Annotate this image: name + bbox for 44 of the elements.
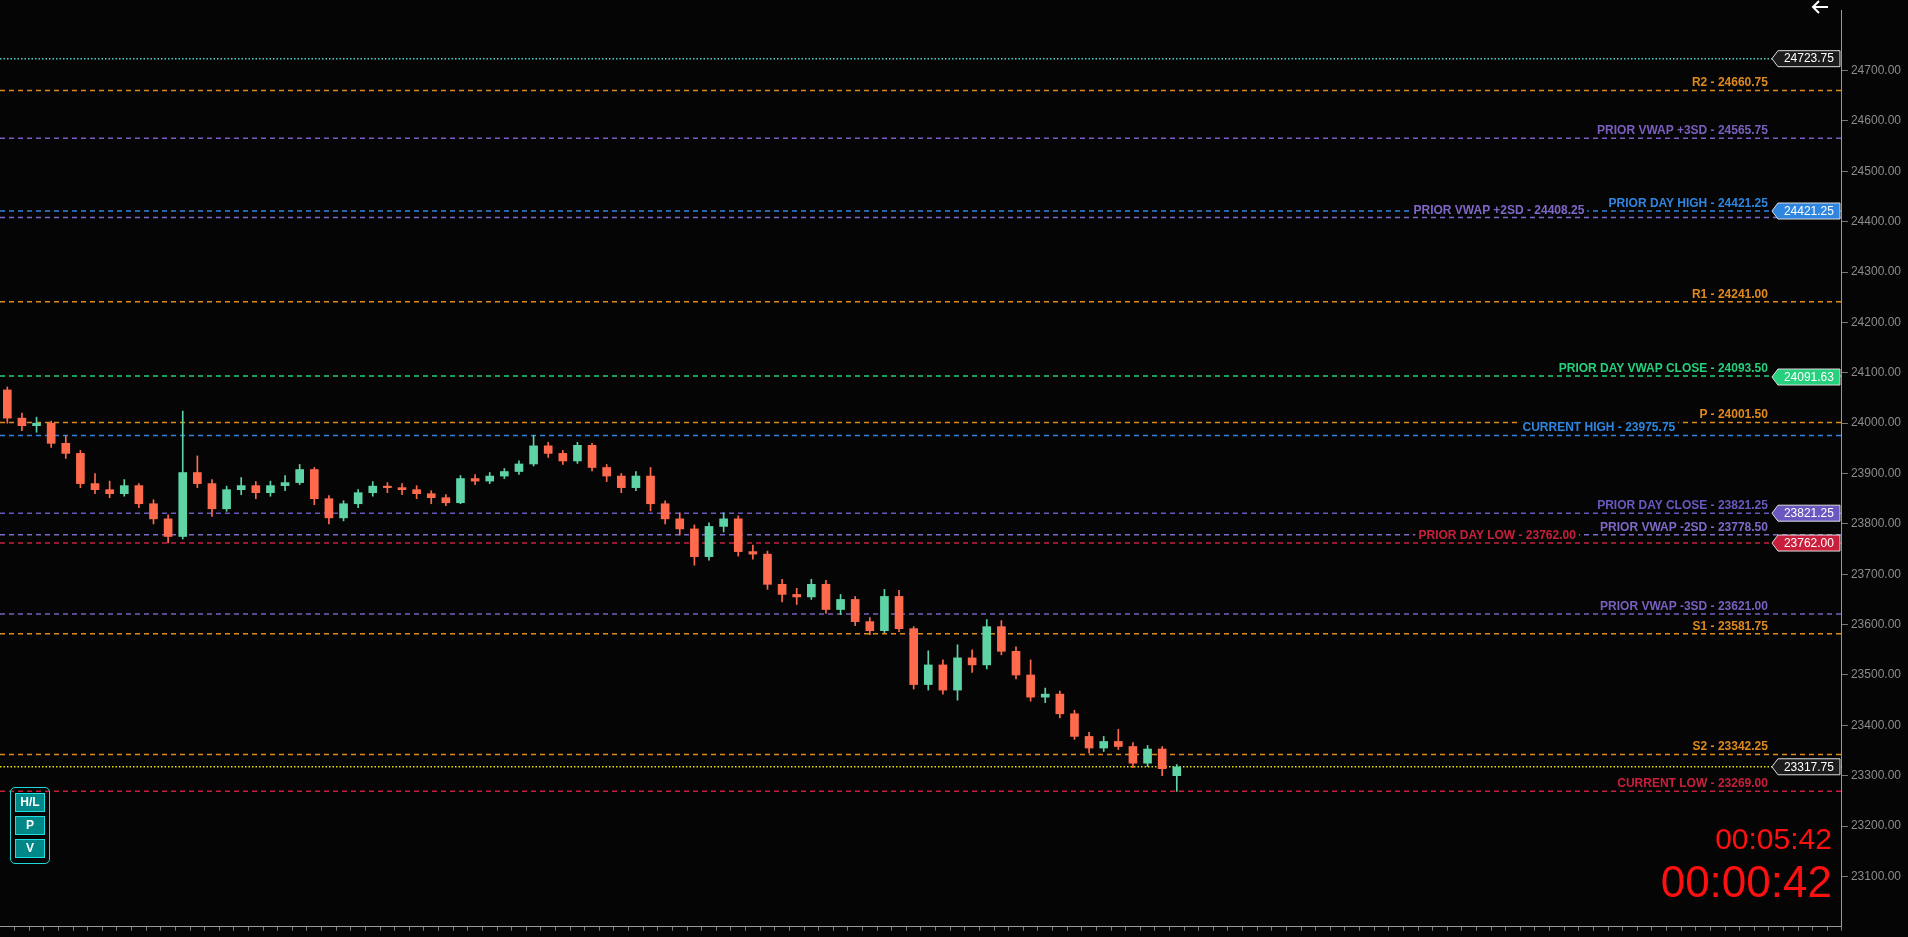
y-tick-label: 23700.00	[1850, 566, 1902, 581]
ref-line-label: PRIOR VWAP +3SD - 24565.75	[1597, 123, 1769, 138]
y-tick-label: 24000.00	[1850, 415, 1902, 430]
annotation: 23762.00	[1783, 535, 1835, 550]
y-tick-label: 23200.00	[1850, 818, 1902, 833]
annotation: 24421.25	[1783, 203, 1835, 218]
ref-line-label: PRIOR DAY VWAP CLOSE - 24093.50	[1558, 361, 1769, 376]
y-tick-label: 24300.00	[1850, 264, 1902, 279]
annotation: V	[15, 839, 45, 858]
ref-line-label: R1 - 24241.00	[1691, 286, 1769, 301]
annotation: 00:05:42	[1715, 821, 1832, 855]
annotation: 24723.75	[1783, 51, 1835, 66]
annotation: 00:00:42	[1660, 856, 1832, 906]
y-tick-label: 23100.00	[1850, 868, 1902, 883]
annotation: H/L	[15, 793, 45, 812]
ref-line-label: R2 - 24660.75	[1691, 75, 1769, 90]
y-tick-label: 24100.00	[1850, 365, 1902, 380]
ref-line-label: PRIOR DAY LOW - 23762.00	[1418, 528, 1577, 543]
ref-line-label: S1 - 23581.75	[1692, 618, 1769, 633]
y-tick-label: 23900.00	[1850, 465, 1902, 480]
y-tick-label: 23400.00	[1850, 717, 1902, 732]
ref-line-label: PRIOR VWAP -2SD - 23778.50	[1600, 519, 1769, 534]
ref-line-label: S2 - 23342.25	[1692, 739, 1769, 754]
ref-line-label: PRIOR DAY CLOSE - 23821.25	[1597, 498, 1769, 513]
y-tick-label: 24200.00	[1850, 314, 1902, 329]
y-tick-label: 24500.00	[1850, 163, 1902, 178]
y-tick-label: 24700.00	[1850, 62, 1902, 77]
annotation: 23821.25	[1783, 506, 1835, 521]
y-tick-label: 24400.00	[1850, 214, 1902, 229]
annotation: 23317.75	[1783, 759, 1835, 774]
ref-line-label: PRIOR DAY HIGH - 24421.25	[1608, 196, 1769, 211]
ref-line-label: PRIOR VWAP +2SD - 24408.25	[1413, 202, 1585, 217]
ref-line-label: PRIOR VWAP -3SD - 23621.00	[1600, 599, 1769, 614]
y-tick-label: 23600.00	[1850, 616, 1902, 631]
annotation: P	[15, 816, 45, 835]
y-tick-label: 23500.00	[1850, 667, 1902, 682]
y-tick-label: 23300.00	[1850, 768, 1902, 783]
ref-line-label: P - 24001.50	[1699, 407, 1769, 422]
y-tick-label: 24600.00	[1850, 113, 1902, 128]
ref-line-label: CURRENT LOW - 23269.00	[1617, 776, 1769, 791]
ref-line-label: CURRENT HIGH - 23975.75	[1522, 420, 1676, 435]
toggle-panel: H/L P V	[10, 787, 50, 864]
y-tick-label: 23800.00	[1850, 516, 1902, 531]
annotation: 24091.63	[1783, 369, 1835, 384]
